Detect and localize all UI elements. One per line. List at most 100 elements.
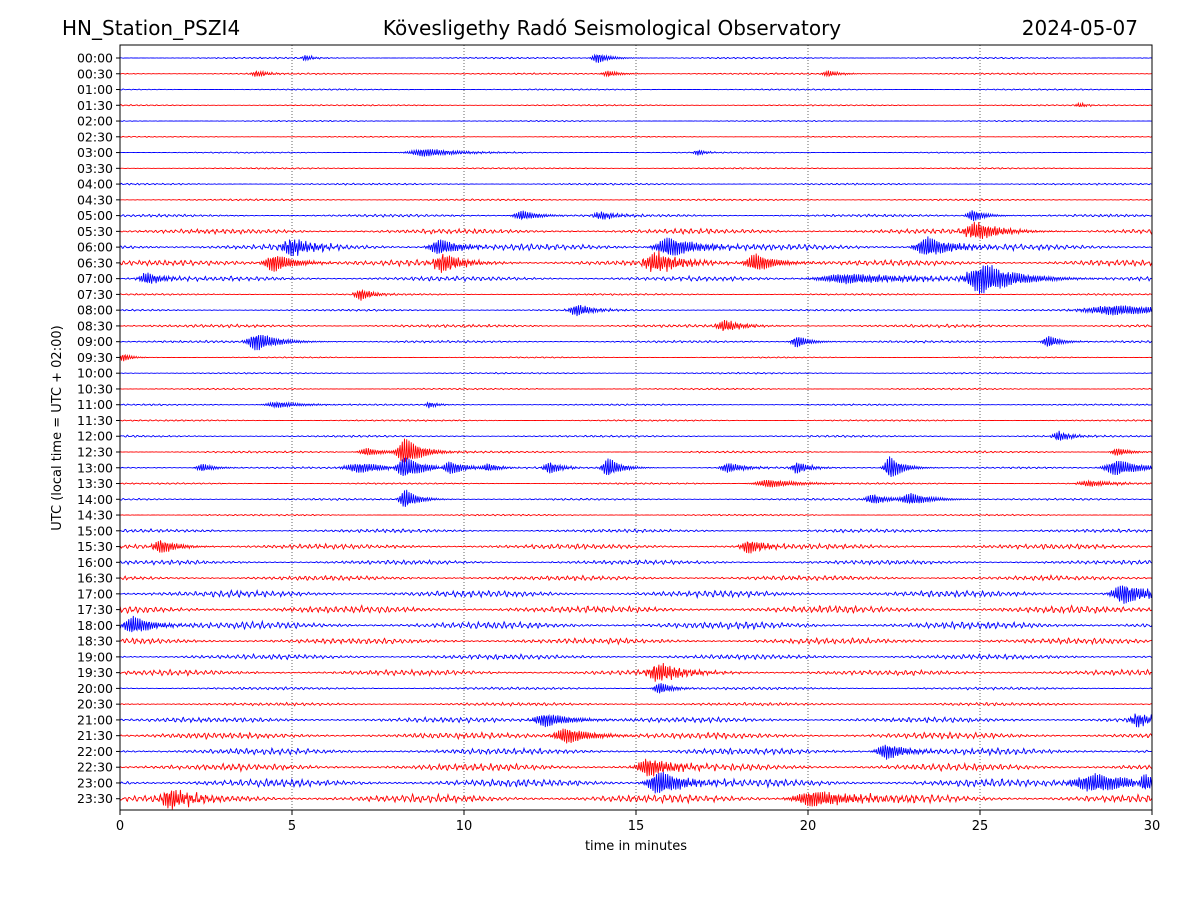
y-tick-label: 11:00 xyxy=(77,397,113,412)
trace-line xyxy=(119,135,1153,138)
trace-line xyxy=(119,683,1153,694)
x-tick-label: 25 xyxy=(972,819,989,834)
trace-line xyxy=(119,69,1152,78)
trace-line xyxy=(119,604,1153,615)
x-tick-label: 30 xyxy=(1144,819,1161,834)
trace-line xyxy=(119,221,1153,239)
trace-line xyxy=(119,88,1153,91)
trace-line xyxy=(119,401,1153,409)
trace-line xyxy=(119,430,1153,441)
y-tick-label: 20:00 xyxy=(77,681,113,696)
y-tick-label: 14:30 xyxy=(77,508,113,523)
trace-line xyxy=(119,771,1153,794)
y-tick-label: 09:00 xyxy=(77,334,113,349)
y-tick-label: 12:30 xyxy=(77,445,113,460)
trace-line xyxy=(119,304,1153,317)
y-tick-label: 04:00 xyxy=(77,177,113,192)
x-ticks: 0 5 10 15 20 25 30 xyxy=(116,810,1160,834)
y-tick-label: 09:30 xyxy=(77,350,113,365)
observatory-title: Kövesligethy Radó Seismological Observat… xyxy=(383,16,841,40)
y-tick-label: 21:00 xyxy=(77,712,113,727)
trace-line xyxy=(119,744,1153,760)
trace-line xyxy=(119,585,1153,604)
trace-line xyxy=(120,119,1152,123)
seismic-traces xyxy=(119,53,1153,810)
trace-line xyxy=(120,479,1153,488)
trace-line xyxy=(120,387,1153,391)
y-tick-label: 10:00 xyxy=(77,366,113,381)
y-tick-label: 05:30 xyxy=(77,224,113,239)
y-tick-label: 19:30 xyxy=(77,665,113,680)
y-tick-label: 20:30 xyxy=(77,697,113,712)
trace-line xyxy=(119,419,1152,422)
trace-line xyxy=(119,236,1153,257)
y-tick-label: 12:00 xyxy=(77,429,113,444)
y-tick-label: 17:00 xyxy=(77,586,113,601)
y-tick-label: 08:30 xyxy=(77,318,113,333)
y-tick-label: 10:30 xyxy=(77,381,113,396)
trace-line xyxy=(119,636,1153,646)
trace-line xyxy=(119,559,1153,566)
trace-line xyxy=(119,489,1153,507)
date-title: 2024-05-07 xyxy=(1022,16,1138,40)
y-tick-label: 16:30 xyxy=(77,571,113,586)
y-tick-label: 22:30 xyxy=(77,760,113,775)
trace-line xyxy=(119,528,1153,534)
trace-line xyxy=(120,148,1153,157)
x-tick-label: 10 xyxy=(456,819,473,834)
trace-line xyxy=(120,198,1152,202)
y-tick-label: 01:00 xyxy=(77,82,113,97)
y-tick-label: 04:30 xyxy=(77,192,113,207)
y-tick-label: 03:00 xyxy=(77,145,113,160)
grid-lines xyxy=(291,45,981,810)
y-tick-label: 23:00 xyxy=(77,775,113,790)
y-tick-label: 11:30 xyxy=(77,413,113,428)
station-title: HN_Station_PSZI4 xyxy=(62,16,240,40)
trace-line xyxy=(119,540,1153,554)
y-tick-label: 08:00 xyxy=(77,303,113,318)
trace-line xyxy=(119,210,1153,222)
y-tick-label: 23:30 xyxy=(77,791,113,806)
y-tick-label: 16:00 xyxy=(77,555,113,570)
trace-line xyxy=(119,701,1153,707)
trace-line xyxy=(119,167,1153,170)
y-tick-label: 05:00 xyxy=(77,208,113,223)
x-axis-label: time in minutes xyxy=(585,839,687,854)
y-tick-label: 00:30 xyxy=(77,66,113,81)
trace-line xyxy=(119,288,1153,301)
plot-frame xyxy=(119,44,1153,811)
y-tick-label: 06:00 xyxy=(77,240,113,255)
trace-line xyxy=(119,652,1153,661)
trace-line xyxy=(119,728,1153,744)
y-axis-label: UTC (local time = UTC + 02:00) xyxy=(50,325,65,530)
y-tick-label: 18:00 xyxy=(77,618,113,633)
trace-line xyxy=(119,789,1153,810)
y-tick-label: 21:30 xyxy=(77,728,113,743)
y-tick-label: 22:00 xyxy=(77,744,113,759)
x-tick-label: 0 xyxy=(116,819,124,834)
y-tick-label: 03:30 xyxy=(77,161,113,176)
trace-line xyxy=(119,438,1153,463)
y-tick-label: 15:30 xyxy=(77,539,113,554)
trace-line xyxy=(119,662,1153,682)
y-tick-label: 18:30 xyxy=(77,634,113,649)
y-tick-label: 13:00 xyxy=(77,460,113,475)
trace-line xyxy=(119,250,1153,273)
y-tick-label: 15:00 xyxy=(77,523,113,538)
trace-line xyxy=(119,334,1153,351)
y-tick-label: 19:00 xyxy=(77,649,113,664)
trace-line xyxy=(119,265,1153,294)
x-tick-label: 20 xyxy=(800,819,817,834)
trace-line xyxy=(119,513,1153,517)
trace-line xyxy=(120,371,1153,375)
y-tick-label: 13:30 xyxy=(77,476,113,491)
x-tick-label: 15 xyxy=(628,819,645,834)
y-tick-label: 00:00 xyxy=(77,51,113,66)
y-tick-label: 07:30 xyxy=(77,287,113,302)
trace-line xyxy=(119,758,1153,777)
trace-line xyxy=(119,53,1153,63)
trace-line xyxy=(119,615,1153,633)
trace-line xyxy=(119,101,1153,108)
y-tick-label: 06:30 xyxy=(77,255,113,270)
